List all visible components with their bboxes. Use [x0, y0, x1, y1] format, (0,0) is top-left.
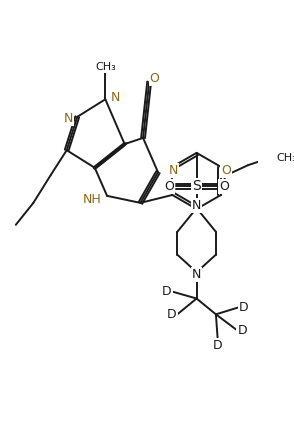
- Text: D: D: [167, 308, 177, 321]
- Text: S: S: [192, 179, 201, 193]
- Text: N: N: [64, 112, 73, 125]
- Text: O: O: [219, 180, 229, 193]
- Text: D: D: [239, 301, 249, 314]
- Text: D: D: [238, 324, 247, 337]
- Text: N: N: [168, 164, 178, 177]
- Text: N: N: [111, 91, 120, 104]
- Text: CH₃: CH₃: [95, 62, 116, 72]
- Text: O: O: [150, 72, 159, 85]
- Text: CH₃: CH₃: [276, 153, 294, 163]
- Text: NH: NH: [83, 193, 102, 206]
- Text: N: N: [192, 268, 201, 281]
- Text: N: N: [192, 199, 201, 212]
- Text: D: D: [162, 285, 172, 298]
- Text: D: D: [213, 339, 223, 352]
- Text: O: O: [164, 180, 174, 193]
- Text: O: O: [221, 164, 231, 177]
